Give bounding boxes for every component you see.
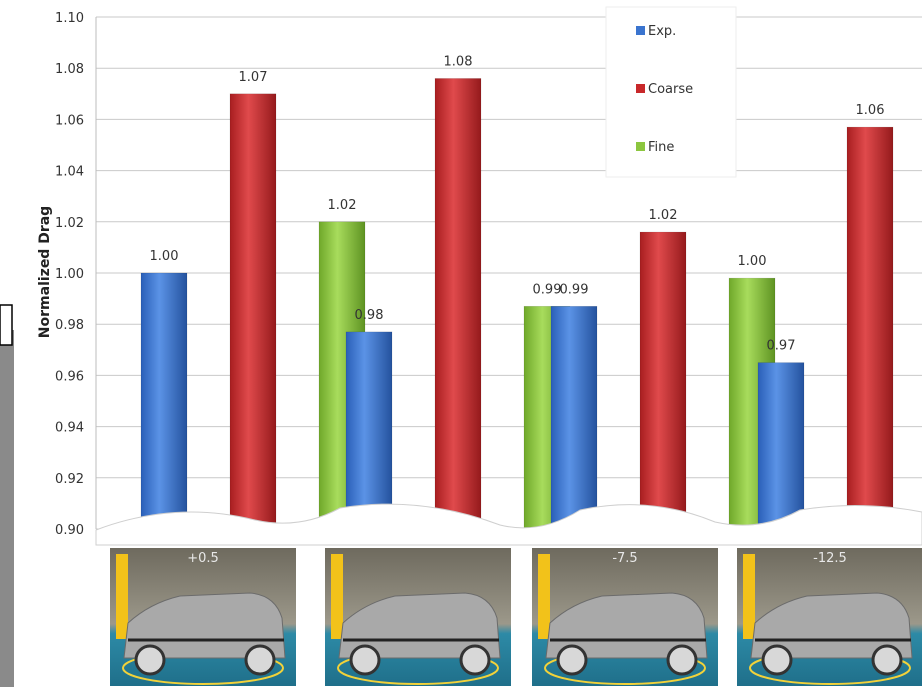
data-label: 1.08 bbox=[444, 54, 473, 69]
y-axis-label: Normalized Drag bbox=[37, 206, 53, 338]
legend-entry: Exp. bbox=[648, 24, 676, 39]
y-tick-label: 0.98 bbox=[55, 318, 84, 333]
legend-swatch bbox=[636, 142, 645, 151]
y-tick-label: 1.04 bbox=[55, 165, 84, 180]
y-tick-label: 0.92 bbox=[55, 472, 84, 487]
data-label: 0.97 bbox=[767, 339, 796, 354]
y-tick-labels: 0.90 0.92 0.94 0.96 0.98 1.00 1.02 1.04 1.06 1.08… bbox=[55, 11, 84, 538]
data-label: 1.06 bbox=[856, 103, 885, 118]
legend-swatch bbox=[636, 84, 645, 93]
legend: Exp. Coarse Fine bbox=[605, 6, 737, 178]
y-tick-label: 1.02 bbox=[55, 216, 84, 231]
photo-caption: +0.5 bbox=[187, 551, 219, 566]
data-labels: 1.00 1.07 1.02 0.98 1.08 0.990.99 1.02 1.00 0.97… bbox=[150, 54, 885, 354]
bar-exp bbox=[757, 362, 805, 536]
data-label: 1.02 bbox=[649, 208, 678, 223]
bar-exp bbox=[550, 305, 598, 536]
car-wheel bbox=[459, 644, 491, 676]
car-model-photo: +0.5 bbox=[110, 548, 296, 686]
bars bbox=[140, 78, 894, 536]
data-label: 1.00 bbox=[150, 249, 179, 264]
y-tick-label: 0.90 bbox=[55, 523, 84, 538]
data-label: 1.00 bbox=[738, 254, 767, 269]
car-body bbox=[123, 592, 286, 659]
photo-yellow-post bbox=[538, 554, 550, 639]
car-wheel bbox=[244, 644, 276, 676]
legend-entry: Fine bbox=[648, 140, 674, 155]
car-model-photo: -7.5 bbox=[532, 548, 718, 686]
bar-coarse bbox=[846, 126, 894, 536]
legend-entry: Coarse bbox=[648, 82, 693, 97]
photo-caption: -12.5 bbox=[813, 551, 847, 566]
photo-yellow-post bbox=[331, 554, 343, 639]
data-label: 0.99 bbox=[560, 282, 589, 297]
legend-box bbox=[605, 6, 737, 178]
y-tick-label: 1.10 bbox=[55, 11, 84, 26]
bar-exp bbox=[345, 331, 393, 536]
car-wheel bbox=[556, 644, 588, 676]
left-edge-strip bbox=[0, 330, 14, 687]
y-tick-label: 1.06 bbox=[55, 113, 84, 128]
car-body bbox=[750, 592, 913, 659]
legend-swatch bbox=[636, 26, 645, 35]
photo-caption: -7.5 bbox=[612, 551, 637, 566]
car-wheel bbox=[349, 644, 381, 676]
bar-coarse bbox=[639, 231, 687, 536]
axis-break-wave bbox=[95, 503, 922, 546]
car-wheel bbox=[666, 644, 698, 676]
data-label: 0.98 bbox=[355, 308, 384, 323]
photo-yellow-post bbox=[743, 554, 755, 639]
data-label: 1.02 bbox=[328, 198, 357, 213]
left-edge-box bbox=[0, 304, 13, 346]
car-model-photo bbox=[325, 548, 511, 686]
bar-exp bbox=[140, 272, 188, 536]
photo-yellow-post bbox=[116, 554, 128, 639]
y-tick-label: 0.94 bbox=[55, 421, 84, 436]
car-body bbox=[545, 592, 708, 659]
bar-coarse bbox=[229, 93, 277, 536]
car-wheel bbox=[761, 644, 793, 676]
bar-coarse bbox=[434, 78, 482, 536]
data-label: 1.07 bbox=[239, 70, 268, 85]
car-wheel bbox=[871, 644, 903, 676]
car-wheel bbox=[134, 644, 166, 676]
car-photos: +0.5 -7.5 -12.5 bbox=[110, 548, 922, 686]
y-tick-label: 0.96 bbox=[55, 369, 84, 384]
y-tick-label: 1.08 bbox=[55, 62, 84, 77]
y-tick-label: 1.00 bbox=[55, 267, 84, 282]
data-label: 0.99 bbox=[533, 282, 562, 297]
car-body bbox=[338, 592, 501, 659]
car-model-photo: -12.5 bbox=[737, 548, 922, 686]
